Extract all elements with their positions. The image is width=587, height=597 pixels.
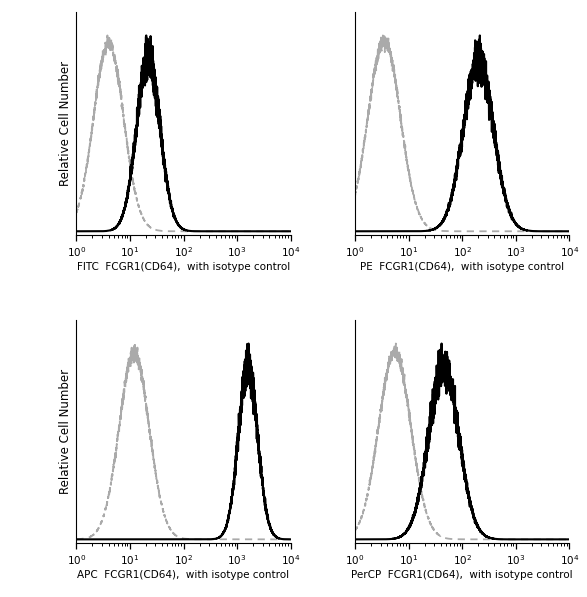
Y-axis label: Relative Cell Number: Relative Cell Number [59,369,72,494]
X-axis label: PE  FCGR1(CD64),  with isotype control: PE FCGR1(CD64), with isotype control [360,262,564,272]
X-axis label: FITC  FCGR1(CD64),  with isotype control: FITC FCGR1(CD64), with isotype control [77,262,290,272]
Y-axis label: Relative Cell Number: Relative Cell Number [59,61,72,186]
X-axis label: APC  FCGR1(CD64),  with isotype control: APC FCGR1(CD64), with isotype control [77,570,289,580]
X-axis label: PerCP  FCGR1(CD64),  with isotype control: PerCP FCGR1(CD64), with isotype control [352,570,573,580]
